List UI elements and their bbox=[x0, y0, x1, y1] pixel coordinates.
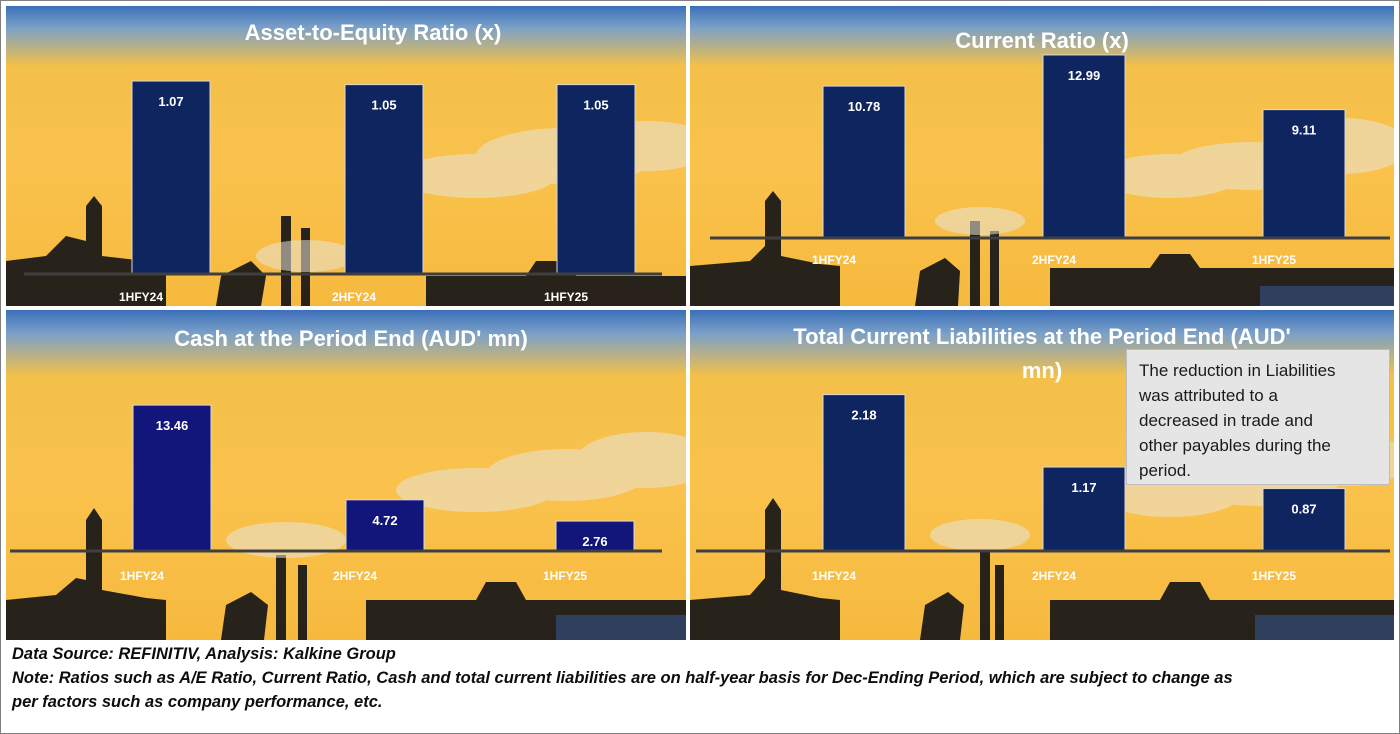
chart-current-liabilities: Total Current Liabilities at the Period … bbox=[690, 324, 1394, 640]
background-industrial-silhouette bbox=[690, 498, 1394, 640]
data-label: 9.11 bbox=[1292, 123, 1317, 138]
chart-title-line-2: mn) bbox=[1022, 358, 1062, 383]
note-line: was attributed to a bbox=[1139, 386, 1278, 405]
bar-series: 2.18 1HFY24 1.17 2HFY24 0.87 1HFY25 bbox=[696, 394, 1390, 583]
chart-asset-to-equity: Asset-to-Equity Ratio (x) 1.07 1HFY24 1.05… bbox=[6, 20, 686, 306]
background-industrial-silhouette bbox=[690, 191, 1394, 306]
data-label: 1.05 bbox=[371, 98, 396, 113]
data-source: Data Source: REFINITIV, Analysis: Kalkin… bbox=[12, 645, 396, 663]
chart-title: Cash at the Period End (AUD' mn) bbox=[174, 326, 528, 351]
data-label: 12.99 bbox=[1068, 68, 1101, 83]
note-line: other payables during the bbox=[1139, 436, 1331, 455]
category-label: 1HFY24 bbox=[119, 290, 163, 304]
data-label: 2.18 bbox=[851, 408, 876, 423]
category-label: 1HFY24 bbox=[812, 253, 856, 267]
data-label: 1.17 bbox=[1071, 480, 1096, 495]
bar-2hfy24 bbox=[344, 84, 424, 275]
category-label: 2HFY24 bbox=[333, 569, 377, 583]
chart-panel-current-liabilities: Total Current Liabilities at the Period … bbox=[690, 310, 1394, 640]
chart-title: Asset-to-Equity Ratio (x) bbox=[245, 20, 502, 45]
chart-title-line-1: Total Current Liabilities at the Period … bbox=[793, 324, 1290, 349]
data-label: 4.72 bbox=[372, 513, 397, 528]
data-label: 10.78 bbox=[848, 99, 881, 114]
category-label: 1HFY25 bbox=[544, 290, 588, 304]
chart-panel-current-ratio: Current Ratio (x) 10.78 1HFY24 12.99 2HFY24… bbox=[690, 6, 1394, 306]
bar-2hfy24 bbox=[345, 499, 425, 552]
data-label: 1.05 bbox=[583, 98, 608, 113]
chart-current-ratio: Current Ratio (x) 10.78 1HFY24 12.99 2HFY24… bbox=[690, 28, 1394, 306]
category-label: 1HFY25 bbox=[1252, 253, 1296, 267]
category-label: 1HFY24 bbox=[812, 569, 856, 583]
data-label: 13.46 bbox=[156, 418, 189, 433]
note-line: decreased in trade and bbox=[1139, 411, 1313, 430]
chart-panel-asset-to-equity: Asset-to-Equity Ratio (x) 1.07 1HFY24 1.05… bbox=[6, 6, 686, 306]
chart-panel-cash: Cash at the Period End (AUD' mn) 13.46 1H… bbox=[6, 310, 686, 640]
chart-title: Current Ratio (x) bbox=[955, 28, 1129, 53]
bar-2hfy24 bbox=[1042, 54, 1126, 239]
bar-1hfy25 bbox=[1262, 488, 1346, 552]
background-industrial-silhouette bbox=[6, 508, 686, 640]
data-label: 1.07 bbox=[158, 94, 183, 109]
bar-series: 13.46 1HFY24 4.72 2HFY24 2.76 1HFY25 bbox=[10, 404, 662, 583]
note-line: period. bbox=[1139, 461, 1191, 480]
category-label: 2HFY24 bbox=[332, 290, 376, 304]
data-label: 0.87 bbox=[1291, 502, 1316, 517]
bar-1hfy25 bbox=[556, 84, 636, 275]
footnote-line-1: Note: Ratios such as A/E Ratio, Current … bbox=[12, 669, 1233, 687]
bar-1hfy25 bbox=[555, 520, 635, 552]
annotation-note: The reduction in Liabilities was attribu… bbox=[1126, 349, 1390, 485]
bar-series: 1.07 1HFY24 1.05 2HFY24 1.05 1HFY25 bbox=[24, 80, 662, 304]
data-label: 2.76 bbox=[582, 534, 607, 549]
footnote-line-2: per factors such as company performance,… bbox=[12, 693, 383, 711]
bar-1hfy24 bbox=[822, 85, 906, 239]
category-label: 2HFY24 bbox=[1032, 253, 1076, 267]
bar-1hfy25 bbox=[1262, 109, 1346, 239]
note-line: The reduction in Liabilities bbox=[1139, 361, 1336, 380]
footer-notes: Data Source: REFINITIV, Analysis: Kalkin… bbox=[12, 642, 1392, 714]
category-label: 1HFY25 bbox=[1252, 569, 1296, 583]
bar-1hfy24 bbox=[132, 404, 212, 552]
category-label: 2HFY24 bbox=[1032, 569, 1076, 583]
bar-2hfy24 bbox=[1042, 466, 1126, 552]
category-label: 1HFY25 bbox=[543, 569, 587, 583]
bar-series: 10.78 1HFY24 12.99 2HFY24 9.11 1HFY25 bbox=[710, 54, 1390, 267]
bar-1hfy24 bbox=[131, 80, 211, 275]
bar-1hfy24 bbox=[822, 394, 906, 552]
category-label: 1HFY24 bbox=[120, 569, 164, 583]
background-smoke bbox=[226, 432, 686, 558]
chart-cash: Cash at the Period End (AUD' mn) 13.46 1H… bbox=[6, 326, 686, 640]
